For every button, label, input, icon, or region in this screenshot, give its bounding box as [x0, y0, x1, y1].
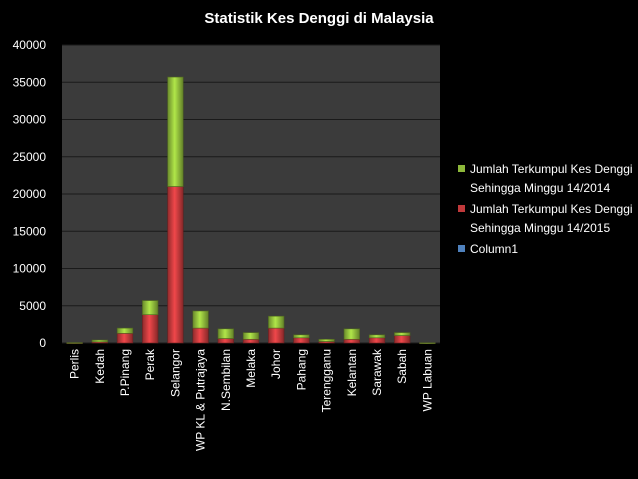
bar-p-pinang-series-2: [116, 327, 134, 334]
y-tick-label: 40000: [13, 38, 47, 52]
bar-perlis-series-2: [66, 342, 83, 344]
legend-label: Jumlah Terkumpul Kes Denggi Sehingga Min…: [470, 202, 633, 235]
bar-melaka-series-1: [242, 338, 260, 344]
legend-swatch: [458, 245, 465, 252]
y-tick-label: 5000: [19, 299, 46, 313]
x-tick-label: Sarawak: [370, 348, 384, 396]
bar-n-sembilan-series-2: [217, 328, 234, 339]
bar-perak-series-1: [142, 314, 159, 344]
chart-title: Statistik Kes Denggi di Malaysia: [204, 10, 434, 27]
legend-item: Column1: [456, 240, 634, 259]
bar-kedah-series-2: [91, 339, 108, 343]
bar-n-sembilan-series-1: [217, 338, 234, 344]
bar-johor-series-2: [268, 315, 285, 329]
legend-item: Jumlah Terkumpul Kes Denggi Sehingga Min…: [456, 160, 634, 198]
bar-pahang-series-2: [293, 334, 310, 339]
bar-sarawak-series-2: [368, 334, 386, 339]
y-tick-label: 10000: [13, 262, 47, 276]
bar-terengganu-series-2: [318, 338, 335, 342]
x-tick-label: N.Sembilan: [219, 349, 233, 411]
bar-pahang-series-1: [293, 337, 310, 344]
bar-sabah-series-2: [394, 332, 411, 336]
legend-item: Jumlah Terkumpul Kes Denggi Sehingga Min…: [456, 200, 634, 238]
bar-sabah-series-1: [394, 335, 411, 344]
y-tick-label: 20000: [13, 187, 47, 201]
bar-wp-kl-putrajaya-series-1: [192, 327, 209, 344]
y-tick-label: 30000: [13, 113, 47, 127]
x-tick-label: Kelantan: [345, 349, 359, 396]
x-tick-label: P.Pinang: [118, 349, 132, 396]
y-tick-label: 15000: [13, 224, 47, 238]
legend-swatch: [458, 165, 465, 172]
x-tick-label: Melaka: [244, 349, 258, 388]
bar-wp-labuan-series-2: [419, 342, 436, 344]
x-tick-label: Selangor: [168, 349, 182, 397]
x-axis: Perlis Kedah P.Pinang Perak Selangor WP KL & …: [68, 348, 435, 451]
bar-melaka-series-2: [242, 332, 260, 340]
bar-johor-series-1: [268, 327, 285, 344]
bar-p-pinang-series-1: [116, 333, 134, 344]
x-tick-label: WP KL & Putrajaya: [194, 349, 208, 451]
legend-swatch: [458, 205, 465, 212]
x-tick-label: Terengganu: [320, 349, 334, 412]
y-axis: 0 5000 10000 15000 20000 25000 30000 35000 40000: [13, 38, 47, 350]
x-tick-label: Sabah: [395, 349, 409, 384]
x-tick-label: Perlis: [68, 349, 82, 379]
legend-label: Jumlah Terkumpul Kes Denggi Sehingga Min…: [470, 162, 633, 195]
x-tick-label: Kedah: [93, 349, 107, 384]
x-tick-label: Pahang: [294, 349, 308, 390]
bar-kelantan-series-2: [343, 328, 360, 340]
legend: Jumlah Terkumpul Kes Denggi Sehingga Min…: [456, 160, 634, 261]
bar-selangor-series-1: [167, 186, 184, 344]
legend-label: Column1: [470, 242, 519, 256]
x-tick-label: Perak: [143, 348, 157, 380]
y-tick-label: 35000: [13, 75, 47, 89]
bar-perak-series-2: [142, 300, 159, 315]
bar-sarawak-series-1: [368, 337, 386, 344]
bar-selangor-series-2: [167, 76, 184, 187]
bars: [66, 76, 436, 344]
bar-kelantan-series-1: [343, 338, 360, 344]
y-tick-label: 25000: [13, 150, 47, 164]
x-tick-label: WP Labuan: [420, 349, 434, 412]
y-tick-label: 0: [39, 336, 46, 350]
x-tick-label: Johor: [269, 349, 283, 379]
bar-wp-kl-putrajaya-series-2: [192, 310, 209, 329]
